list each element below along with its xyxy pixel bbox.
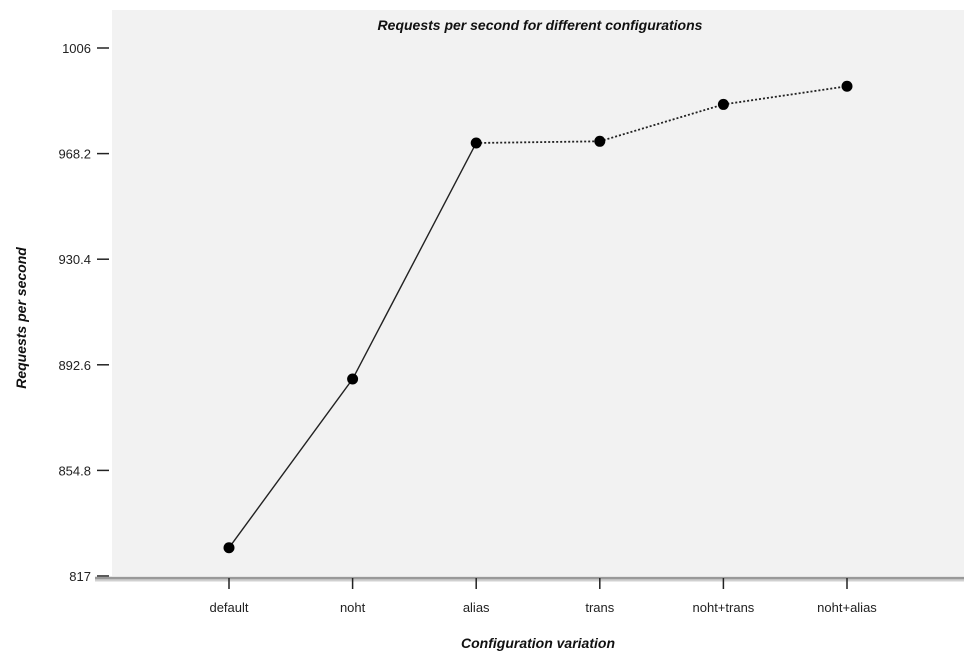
x-axis: default noht alias trans noht+trans noht+alia… <box>95 576 964 615</box>
data-point-default <box>223 542 235 554</box>
data-point-noht <box>347 373 359 385</box>
line-segment-3 <box>476 140 600 144</box>
line-segment-2 <box>351 142 477 380</box>
y-axis-label: Requests per second <box>13 247 29 389</box>
x-tick-label: noht+alias <box>817 600 877 615</box>
data-point-noht-alias <box>841 80 853 92</box>
y-tick-label: 817 <box>69 569 91 584</box>
line-segment-1 <box>228 378 354 549</box>
data-point-trans <box>594 135 606 147</box>
y-axis: 817 854.8 892.6 930.4 968.2 1006 <box>58 41 109 584</box>
y-tick-label: 854.8 <box>58 463 91 478</box>
data-point-noht-trans <box>717 98 729 110</box>
x-tick-label: noht <box>340 600 366 615</box>
plot-area <box>112 10 964 576</box>
y-tick-label: 930.4 <box>58 252 91 267</box>
x-axis-label: Configuration variation <box>461 635 615 651</box>
series-line <box>228 85 848 549</box>
x-tick-label: trans <box>585 600 614 615</box>
line-segment-5 <box>723 85 848 106</box>
x-tick-label: noht+trans <box>693 600 755 615</box>
y-tick-label: 968.2 <box>58 147 91 162</box>
series-points <box>223 80 853 554</box>
x-tick-label: default <box>209 600 248 615</box>
chart-title: Requests per second for different config… <box>378 17 703 33</box>
data-point-alias <box>470 137 482 149</box>
y-tick-label: 892.6 <box>58 358 91 373</box>
line-segment-4 <box>599 103 724 143</box>
y-tick-label: 1006 <box>62 41 91 56</box>
x-tick-label: alias <box>463 600 490 615</box>
